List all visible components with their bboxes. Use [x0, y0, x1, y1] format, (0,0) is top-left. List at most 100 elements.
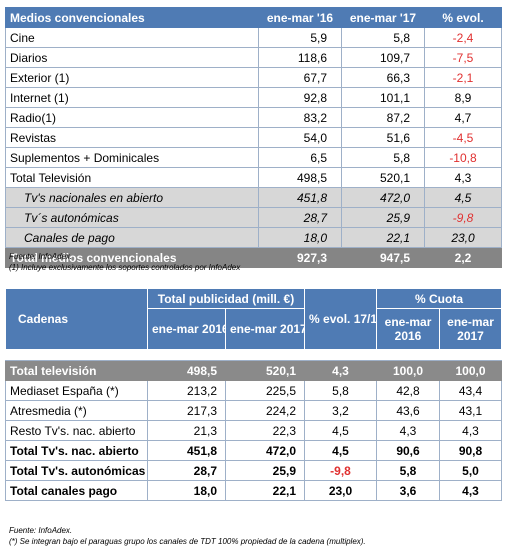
- table1-total-label: Total medios convencionales: [5, 247, 259, 268]
- table1-row: Cine 5,9 5,8 -2,4: [5, 27, 502, 48]
- table2-row: Mediaset España (*) 213,2 225,5 5,8 42,8 43,4: [5, 380, 503, 401]
- table1-header-medios: Medios convencionales: [5, 7, 259, 28]
- note1-footnote: (1) Incluye exclusivamente los soportes …: [9, 263, 241, 272]
- row-evol: -10,8: [424, 147, 502, 168]
- table1-row: Diarios 118,6 109,7 -7,5: [5, 47, 502, 68]
- cadena-value-2016: 498,5: [147, 360, 226, 381]
- cadena-value-2017: 224,2: [224, 400, 306, 421]
- table1-row: Revistas 54,0 51,6 -4,5: [5, 127, 502, 148]
- row-label: Diarios: [5, 47, 259, 68]
- cadena-cuota-2017: 100,0: [439, 360, 503, 381]
- row-value-2017: 520,1: [341, 167, 425, 188]
- row-evol: -2,1: [424, 67, 502, 88]
- cadena-cuota-2016: 100,0: [376, 360, 441, 381]
- medios-convencionales-table: Medios convencionales ene-mar '16 ene-ma…: [5, 7, 502, 268]
- table2-header-evol: % evol. 17/16: [304, 288, 378, 350]
- note1-source: Fuente: InfoAdex.: [9, 252, 73, 261]
- row-evol: 4,3: [424, 167, 502, 188]
- table1-subrows: Tv's nacionales en abierto 451,8 472,0 4,5 T…: [5, 187, 502, 248]
- cadena-value-2016: 213,2: [147, 380, 226, 401]
- row-value-2016: 6,5: [258, 147, 342, 168]
- table2-sub-header-row: ene-mar 2016 ene-mar 2017 ene-mar 2016 e…: [6, 308, 503, 350]
- subrow-value-2016: 18,0: [258, 227, 342, 248]
- cadena-cuota-2017: 4,3: [439, 420, 503, 441]
- table1-header-evol: % evol.: [424, 7, 502, 28]
- table1-total-evol: 2,2: [424, 247, 502, 268]
- cadena-label: Atresmedia (*): [5, 400, 148, 421]
- table2-header-cadenas: Cadenas: [5, 288, 148, 350]
- subrow-evol: -9,8: [424, 207, 502, 228]
- table2-group-header-row: Cadenas Total publicidad (mill. €) % evo…: [5, 288, 503, 350]
- table1-total-2017: 947,5: [341, 247, 425, 268]
- table1-row: Total Televisión 498,5 520,1 4,3: [5, 167, 502, 188]
- table2-row: Total televisión 498,5 520,1 4,3 100,0 100,0: [5, 360, 503, 381]
- cadena-evol: 4,5: [304, 420, 378, 441]
- cadena-cuota-2017: 90,8: [439, 440, 503, 461]
- cadena-value-2016: 28,7: [147, 460, 226, 481]
- table1-subrow: Tv´s autonómicas 28,7 25,9 -9,8: [5, 207, 502, 228]
- cadena-value-2016: 18,0: [147, 480, 226, 501]
- subrow-value-2017: 22,1: [341, 227, 425, 248]
- row-value-2017: 66,3: [341, 67, 425, 88]
- subrow-value-2017: 25,9: [341, 207, 425, 228]
- table2-header-cuota-2017: ene-mar 2017: [439, 308, 503, 350]
- row-value-2016: 92,8: [258, 87, 342, 108]
- subrow-evol: 23,0: [424, 227, 502, 248]
- note2-source: Fuente: InfoAdex.: [9, 526, 73, 535]
- cadena-cuota-2017: 4,3: [439, 480, 503, 501]
- cadena-evol: -9,8: [304, 460, 378, 481]
- cadena-value-2017: 25,9: [224, 460, 306, 481]
- row-evol: -7,5: [424, 47, 502, 68]
- table1-subrow: Tv's nacionales en abierto 451,8 472,0 4,5: [5, 187, 502, 208]
- row-label: Cine: [5, 27, 259, 48]
- table2-spacer: [5, 349, 502, 361]
- row-value-2016: 83,2: [258, 107, 342, 128]
- cadena-evol: 3,2: [304, 400, 378, 421]
- subrow-value-2016: 28,7: [258, 207, 342, 228]
- cadena-cuota-2017: 43,1: [439, 400, 503, 421]
- row-value-2017: 5,8: [341, 147, 425, 168]
- cadena-value-2016: 21,3: [147, 420, 226, 441]
- table2-header-cuota: % Cuota: [376, 288, 503, 309]
- row-value-2016: 67,7: [258, 67, 342, 88]
- cadena-cuota-2016: 42,8: [376, 380, 441, 401]
- cadena-label: Total televisión: [5, 360, 148, 381]
- cadena-cuota-2016: 3,6: [376, 480, 441, 501]
- table1-row: Internet (1) 92,8 101,1 8,9: [5, 87, 502, 108]
- table1-row: Suplementos + Dominicales 6,5 5,8 -10,8: [5, 147, 502, 168]
- cadena-cuota-2017: 43,4: [439, 380, 503, 401]
- subrow-value-2016: 451,8: [258, 187, 342, 208]
- cadena-label: Mediaset España (*): [5, 380, 148, 401]
- table2-header-publicidad: Total publicidad (mill. €): [146, 288, 306, 309]
- cadena-evol: 5,8: [304, 380, 378, 401]
- table2-row: Atresmedia (*) 217,3 224,2 3,2 43,6 43,1: [5, 400, 503, 421]
- subrow-label: Canales de pago: [5, 227, 259, 248]
- cadena-label: Total Tv's. autonómicas: [5, 460, 148, 481]
- row-label: Suplementos + Dominicales: [5, 147, 259, 168]
- cadenas-table: Cadenas Total publicidad (mill. €) % evo…: [5, 288, 503, 501]
- cadena-value-2016: 451,8: [147, 440, 226, 461]
- cadena-cuota-2016: 5,8: [376, 460, 441, 481]
- table1-row: Exterior (1) 67,7 66,3 -2,1: [5, 67, 502, 88]
- subrow-label: Tv´s autonómicas: [5, 207, 259, 228]
- cadena-value-2017: 225,5: [224, 380, 306, 401]
- table2-header-cuota-2016: ene-mar 2016: [376, 308, 441, 350]
- row-evol: 8,9: [424, 87, 502, 108]
- table1-body: Cine 5,9 5,8 -2,4 Diarios 118,6 109,7 -7,5 Exter…: [5, 27, 502, 188]
- row-evol: -4,5: [424, 127, 502, 148]
- cadena-cuota-2016: 4,3: [376, 420, 441, 441]
- subrow-label: Tv's nacionales en abierto: [5, 187, 259, 208]
- cadena-evol: 4,5: [304, 440, 378, 461]
- table1-header-2017: ene-mar '17: [341, 7, 425, 28]
- note2-footnote: (*) Se integran bajo el paraguas grupo l…: [9, 537, 366, 546]
- table2-row: Resto Tv's. nac. abierto 21,3 22,3 4,5 4,3 4,…: [5, 420, 503, 441]
- row-value-2016: 5,9: [258, 27, 342, 48]
- row-evol: 4,7: [424, 107, 502, 128]
- table1-header-2016: ene-mar '16: [258, 7, 342, 28]
- row-value-2016: 498,5: [258, 167, 342, 188]
- table1-row: Radio(1) 83,2 87,2 4,7: [5, 107, 502, 128]
- cadena-value-2016: 217,3: [147, 400, 226, 421]
- row-value-2017: 101,1: [341, 87, 425, 108]
- table1-total-row: Total medios convencionales 927,3 947,5 …: [5, 247, 502, 268]
